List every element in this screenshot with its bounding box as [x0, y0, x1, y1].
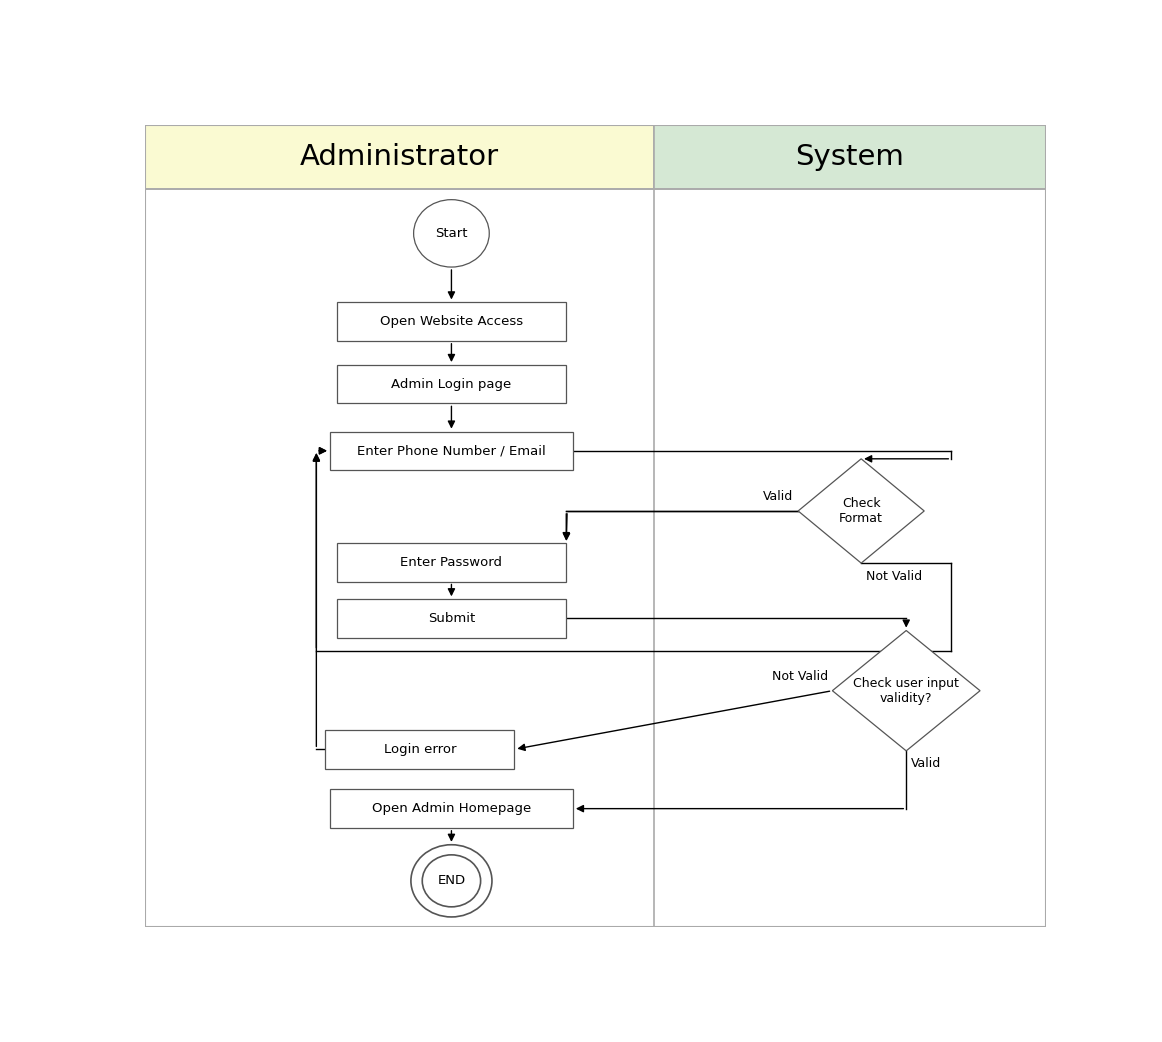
- Text: Login error: Login error: [383, 743, 457, 755]
- Bar: [654, 190, 1046, 927]
- Text: Enter Phone Number / Email: Enter Phone Number / Email: [357, 444, 546, 457]
- Bar: [325, 730, 515, 769]
- Polygon shape: [832, 630, 980, 751]
- Circle shape: [411, 845, 492, 917]
- Text: Check user input
validity?: Check user input validity?: [853, 676, 959, 704]
- Text: Valid: Valid: [763, 490, 794, 503]
- Circle shape: [422, 854, 481, 907]
- Bar: [654, 125, 1046, 190]
- Bar: [145, 190, 654, 927]
- Polygon shape: [798, 458, 924, 563]
- Text: Not Valid: Not Valid: [772, 670, 827, 683]
- Circle shape: [414, 200, 489, 267]
- Bar: [337, 543, 566, 581]
- Bar: [337, 599, 566, 638]
- Text: Administrator: Administrator: [300, 143, 500, 171]
- Text: Enter Password: Enter Password: [401, 555, 502, 569]
- Bar: [330, 790, 573, 828]
- Text: System: System: [796, 143, 904, 171]
- Bar: [330, 431, 573, 470]
- Text: Check
Format: Check Format: [839, 497, 883, 525]
- Text: Open Website Access: Open Website Access: [380, 315, 523, 328]
- Text: Open Admin Homepage: Open Admin Homepage: [372, 802, 531, 815]
- Text: Submit: Submit: [428, 612, 475, 625]
- Text: Start: Start: [436, 227, 467, 240]
- Text: Not Valid: Not Valid: [866, 570, 921, 582]
- Bar: [337, 365, 566, 403]
- Bar: [337, 302, 566, 341]
- Bar: [145, 125, 654, 190]
- Text: END: END: [437, 874, 466, 888]
- Text: Admin Login page: Admin Login page: [392, 377, 511, 391]
- Text: Valid: Valid: [911, 758, 941, 770]
